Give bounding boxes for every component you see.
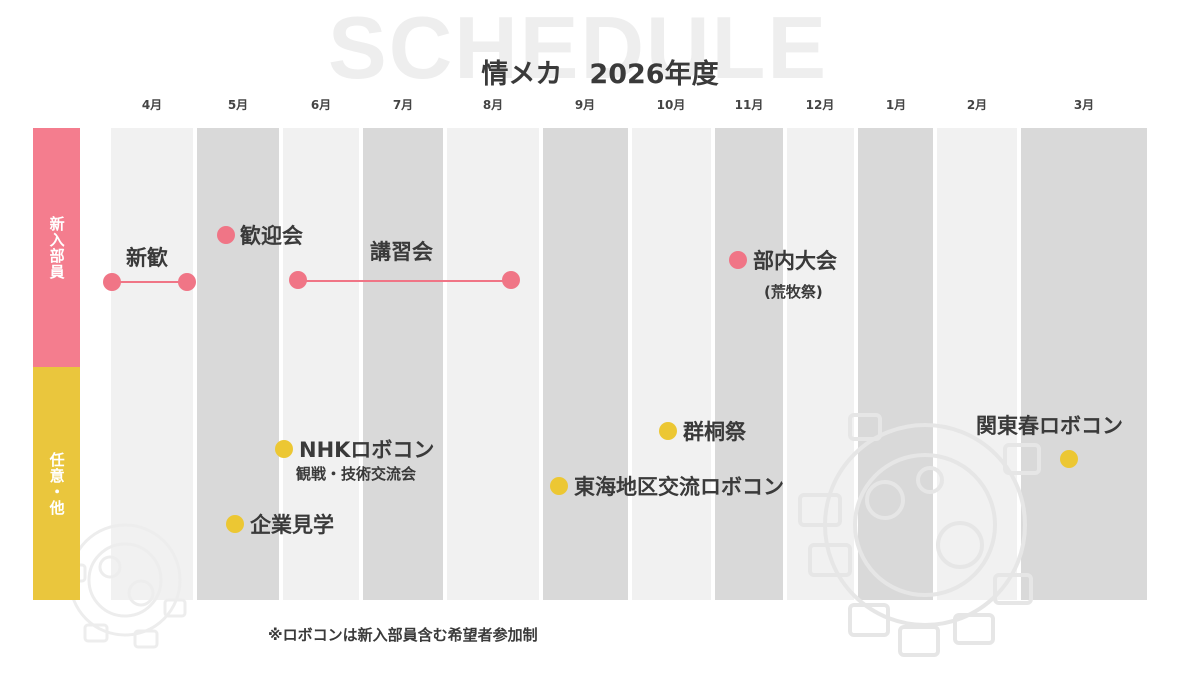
month-label-jan: 1月: [885, 98, 907, 112]
month-column-sep: [543, 128, 628, 600]
kigyo-kengaku-label: 企業見学: [250, 513, 334, 537]
month-column-mar: [1021, 128, 1147, 600]
nhk-robocon-label: NHKロボコン: [299, 438, 435, 462]
nhk-robocon-dot: [275, 440, 293, 458]
kigyo-kengaku-dot: [226, 515, 244, 533]
koshukai-period-line: [298, 280, 512, 282]
tokai-robocon-dot: [550, 477, 568, 495]
month-label-sep: 9月: [574, 98, 596, 112]
month-label-nov: 11月: [734, 98, 764, 112]
shinkan-start-dot: [103, 273, 121, 291]
category-new-members: 新入部員: [33, 128, 80, 367]
category-new-members-label: 新入部員: [47, 215, 66, 280]
shinkan-end-dot: [178, 273, 196, 291]
month-column-jan: [858, 128, 933, 600]
shinkan-period-line: [112, 281, 187, 283]
gunto-sai-dot: [659, 422, 677, 440]
kangeikai-label: 歓迎会: [240, 224, 303, 248]
nhk-robocon-note: 観戦・技術交流会: [296, 465, 417, 483]
month-label-jul: 7月: [392, 98, 414, 112]
month-column-apr: [111, 128, 193, 600]
footnote: ※ロボコンは新入部員含む希望者参加制: [268, 626, 538, 644]
month-label-jun: 6月: [310, 98, 332, 112]
schedule-watermark: SCHEDULE: [328, 0, 829, 97]
month-column-oct: [632, 128, 711, 600]
month-column-feb: [937, 128, 1017, 600]
month-column-aug: [447, 128, 539, 600]
robot-gear-decoration-icon: [798, 413, 1041, 657]
koshukai-end-dot: [502, 271, 520, 289]
koshukai-start-dot: [289, 271, 307, 289]
month-label-dec: 12月: [805, 98, 835, 112]
tokai-robocon-label: 東海地区交流ロボコン: [574, 475, 784, 499]
bunai-taikai-dot: [729, 251, 747, 269]
month-label-may: 5月: [227, 98, 249, 112]
shinkan-label: 新歓: [126, 246, 168, 270]
kanto-haru-robocon-label: 関東春ロボコン: [976, 414, 1123, 438]
month-label-apr: 4月: [141, 98, 163, 112]
gunto-sai-label: 群桐祭: [683, 420, 746, 444]
month-label-aug: 8月: [482, 98, 504, 112]
category-optional: 任意・他: [33, 367, 80, 600]
month-label-oct: 10月: [656, 98, 686, 112]
category-optional-label: 任意・他: [47, 451, 66, 516]
bunai-taikai-note: (荒牧祭): [764, 283, 823, 301]
bunai-taikai-label: 部内大会: [753, 249, 837, 273]
month-column-jun: [283, 128, 359, 600]
month-column-nov: [715, 128, 783, 600]
page-title: 情メカ 2026年度: [481, 59, 719, 90]
month-label-mar: 3月: [1073, 98, 1095, 112]
kanto-haru-robocon-dot: [1060, 450, 1078, 468]
kangeikai-dot: [217, 226, 235, 244]
month-column-jul: [363, 128, 443, 600]
koshukai-label: 講習会: [370, 240, 433, 264]
month-label-feb: 2月: [966, 98, 988, 112]
